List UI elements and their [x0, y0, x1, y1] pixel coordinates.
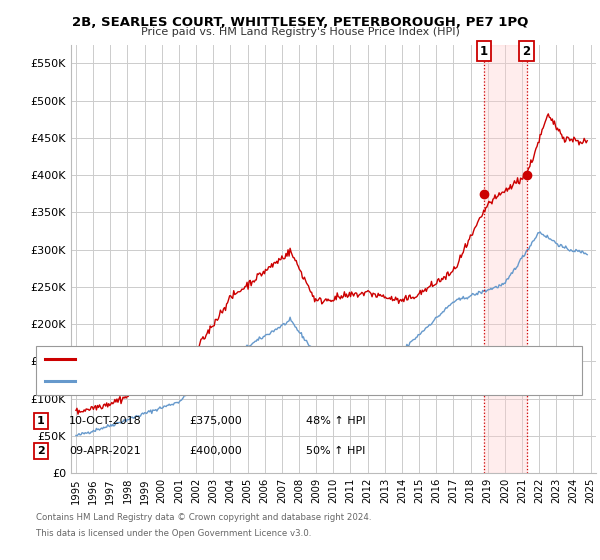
- Text: This data is licensed under the Open Government Licence v3.0.: This data is licensed under the Open Gov…: [36, 529, 311, 538]
- Text: 09-APR-2021: 09-APR-2021: [69, 446, 141, 456]
- Text: 1: 1: [480, 45, 488, 58]
- Text: 1: 1: [37, 416, 44, 426]
- Text: £375,000: £375,000: [189, 416, 242, 426]
- Text: 2B, SEARLES COURT, WHITTLESEY, PETERBOROUGH, PE7 1PQ: 2B, SEARLES COURT, WHITTLESEY, PETERBORO…: [72, 16, 528, 29]
- Text: 2B, SEARLES COURT, WHITTLESEY, PETERBOROUGH, PE7 1PQ (detached house): 2B, SEARLES COURT, WHITTLESEY, PETERBORO…: [81, 354, 479, 364]
- Text: Contains HM Land Registry data © Crown copyright and database right 2024.: Contains HM Land Registry data © Crown c…: [36, 513, 371, 522]
- Text: 2: 2: [37, 446, 44, 456]
- Bar: [484, 45, 527, 473]
- Text: £400,000: £400,000: [189, 446, 242, 456]
- Text: 10-OCT-2018: 10-OCT-2018: [69, 416, 142, 426]
- Text: Price paid vs. HM Land Registry's House Price Index (HPI): Price paid vs. HM Land Registry's House …: [140, 27, 460, 37]
- Text: 50% ↑ HPI: 50% ↑ HPI: [306, 446, 365, 456]
- Text: 48% ↑ HPI: 48% ↑ HPI: [306, 416, 365, 426]
- Text: HPI: Average price, detached house, Fenland: HPI: Average price, detached house, Fenl…: [81, 376, 305, 386]
- Text: 2: 2: [523, 45, 531, 58]
